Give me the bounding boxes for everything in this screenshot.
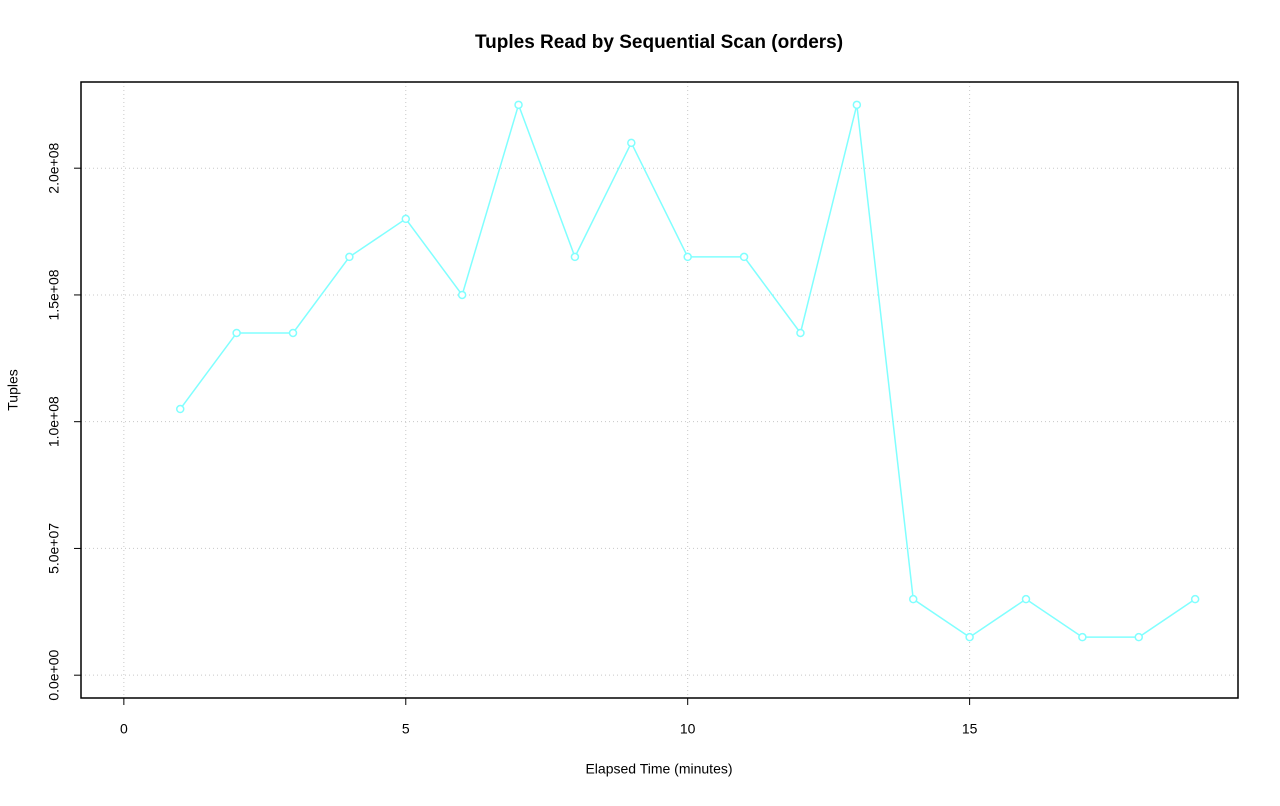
x-axis-label: Elapsed Time (minutes) (585, 761, 732, 777)
point (683, 252, 692, 262)
point (627, 138, 636, 148)
point (739, 252, 749, 262)
x-tick-label: 0 (120, 721, 128, 737)
y-tick-label: 5.0e+07 (46, 523, 62, 574)
y-tick-label: 1.5e+08 (46, 269, 62, 320)
x-tick-label: 15 (962, 721, 978, 737)
point (570, 252, 580, 262)
point (1021, 594, 1031, 604)
x-tick-label: 5 (402, 721, 410, 737)
point (852, 100, 862, 110)
point (175, 404, 185, 414)
point (457, 290, 467, 300)
point (288, 328, 298, 338)
point (965, 632, 974, 642)
point (908, 594, 918, 604)
point (401, 214, 411, 224)
point (1134, 632, 1144, 642)
y-axis-label: Tuples (5, 369, 21, 411)
point (514, 100, 523, 110)
y-tick-label: 2.0e+08 (46, 142, 62, 193)
plot-frame (80, 81, 1239, 699)
point (796, 328, 805, 338)
chart-title: Tuples Read by Sequential Scan (orders) (475, 32, 843, 53)
point (1078, 632, 1087, 642)
y-tick-label: 0.0e+00 (46, 649, 62, 700)
point (232, 328, 241, 338)
point (345, 252, 354, 262)
point (1190, 594, 1200, 604)
y-tick-label: 1.0e+08 (46, 396, 62, 447)
x-tick-label: 10 (680, 721, 696, 737)
